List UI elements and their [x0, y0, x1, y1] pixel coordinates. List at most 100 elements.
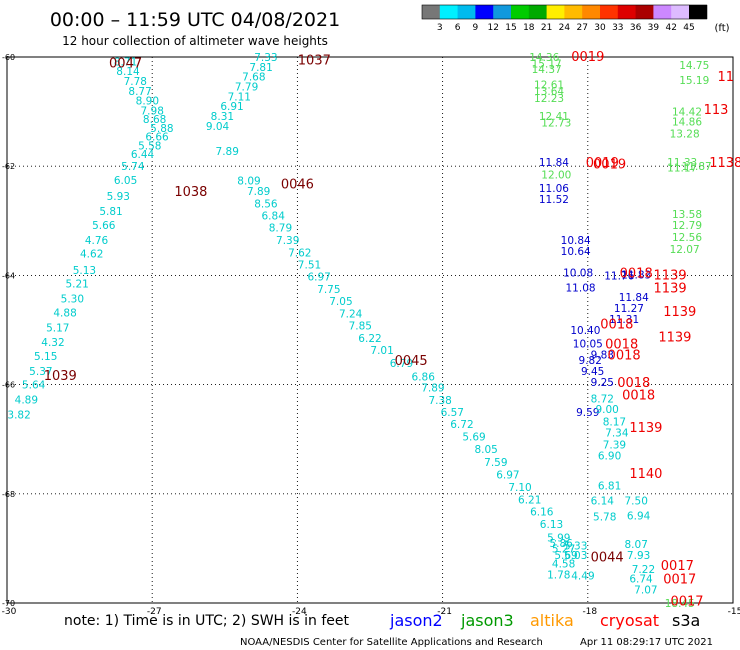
- wave-height-value: 11.08: [566, 282, 596, 294]
- pass-time-label: 0018: [617, 376, 650, 391]
- wave-height-value: 15.19: [679, 75, 709, 87]
- wave-height-value: 6.66: [145, 132, 169, 144]
- wave-height-value: 6.72: [450, 419, 473, 431]
- pass-time-label: 0018: [605, 338, 638, 353]
- wave-height-value: 8.14: [116, 66, 140, 78]
- wave-height-value: 10.84: [561, 235, 591, 247]
- pass-time-label: 1139: [658, 331, 691, 346]
- wave-height-value: 5.13: [73, 265, 96, 277]
- wave-height-value: 5.30: [61, 293, 84, 305]
- wave-height-value: 5.21: [65, 279, 88, 291]
- pass-time-label: 0018: [608, 349, 641, 364]
- wave-height-value: 12.56: [672, 232, 702, 244]
- wave-height-value: 8.17: [603, 417, 626, 429]
- color-scale-label: 45: [683, 23, 694, 33]
- legend-cryosat: cryosat: [600, 611, 659, 630]
- wave-height-value: 6.44: [131, 149, 155, 161]
- wave-height-value: 6.13: [540, 519, 563, 531]
- wave-height-value: 6.90: [598, 451, 621, 463]
- wave-height-value: 7.33: [254, 52, 277, 64]
- wave-height-value: 7.68: [242, 72, 265, 84]
- color-scale-label: 12: [487, 23, 498, 33]
- x-tick-label: -18: [582, 607, 597, 617]
- pass-time-label: 0044: [591, 551, 624, 566]
- color-scale-label: 39: [648, 23, 660, 33]
- wave-height-value: 11.06: [539, 183, 569, 195]
- wave-height-value: 7.59: [484, 457, 507, 469]
- satellite-legend: jason2 jason3 altika cryosat s3a: [389, 611, 700, 630]
- wave-height-value: 6.16: [530, 506, 554, 518]
- wave-height-value: 5.88: [150, 123, 173, 135]
- wave-height-value: 12.61: [534, 79, 564, 91]
- color-scale-legend: 3 6 9 12 15 18 21 24 27 30 33 36 39 42 45: [421, 4, 708, 33]
- wave-height-value: 9.25: [591, 377, 614, 389]
- wave-height-value: 12.23: [534, 93, 564, 105]
- wave-height-value: 7.05: [329, 296, 352, 308]
- wave-height-value: 7.24: [339, 309, 363, 321]
- wave-height-value: 13.28: [670, 128, 700, 140]
- color-scale-label: 6: [455, 23, 461, 33]
- wave-height-value: 13.64: [534, 86, 564, 98]
- wave-height-value: 7.11: [228, 91, 251, 103]
- wave-height-value: 15.17: [532, 59, 562, 71]
- wave-height-value: 6.81: [598, 481, 621, 493]
- wave-height-value: 4.49: [571, 571, 594, 583]
- pass-time-label: 1139: [654, 281, 687, 296]
- pass-time-label: 0047: [109, 56, 142, 71]
- color-scale-swatch: [475, 5, 494, 19]
- color-scale-label: 21: [541, 23, 552, 33]
- wave-height-value: 5.86: [549, 538, 573, 550]
- pass-time-label: 11: [717, 70, 734, 85]
- wave-height-value: 6.79: [390, 358, 413, 370]
- color-scale-label: 36: [630, 23, 642, 33]
- wave-height-value: 8.90: [136, 96, 159, 108]
- wave-height-value: 7.39: [603, 440, 626, 452]
- wave-height-value: 11.27: [614, 303, 644, 315]
- wave-height-value: 8.77: [128, 86, 151, 98]
- grid-lines: [7, 57, 733, 603]
- pass-time-label: 113: [704, 103, 729, 118]
- wave-height-value: 10.40: [570, 325, 600, 337]
- wave-height-value: 11.33: [667, 157, 697, 169]
- track-s3a: 7.337.817.687.797.116.918.319.047.898.09…: [206, 52, 578, 582]
- pass-time-label: 1139: [654, 268, 687, 283]
- x-tick-label: -30: [2, 607, 17, 617]
- wave-height-value: 6.74: [629, 573, 653, 585]
- wave-height-value: 8.71: [114, 56, 137, 68]
- wave-height-value: 7.81: [249, 62, 272, 74]
- x-tick-label: -27: [147, 607, 162, 617]
- wave-height-value: 6.14: [591, 495, 615, 507]
- wave-height-value: 6.22: [358, 333, 381, 345]
- y-tick-label: -66: [2, 381, 15, 390]
- color-scale-swatch: [582, 5, 601, 19]
- pass-time-label: 1038: [174, 185, 207, 200]
- pass-time-label: 0018: [622, 388, 655, 403]
- wave-height-value: 5.69: [462, 431, 485, 443]
- pass-time-label: 0017: [670, 594, 703, 609]
- wave-height-value: 12.00: [541, 169, 571, 181]
- wave-height-value: 13.58: [672, 209, 702, 221]
- wave-height-value: 9.83: [591, 350, 614, 362]
- wave-height-value: 11.31: [609, 314, 639, 326]
- wave-height-value: 7.62: [288, 247, 311, 259]
- wave-height-value: 7.89: [247, 186, 270, 198]
- wave-height-value: 5.27: [552, 543, 575, 555]
- color-scale-swatch: [493, 5, 512, 19]
- y-tick-label: -64: [2, 271, 15, 280]
- pass-time-label: 0017: [663, 572, 696, 587]
- wave-height-value: 8.72: [591, 393, 614, 405]
- color-scale-swatch: [600, 5, 619, 19]
- color-scale-label: 9: [473, 23, 479, 33]
- x-tick-labels: -30 -27 -24 -21 -18 -15: [2, 607, 740, 617]
- wave-height-value: 5.37: [29, 366, 52, 378]
- wave-height-value: 7.07: [634, 584, 657, 596]
- footer-note: note: 1) Time is in UTC; 2) SWH is in fe…: [64, 613, 350, 629]
- pass-time-label: 0019: [593, 157, 626, 172]
- color-scale-unit: (ft): [714, 23, 729, 34]
- pass-time-label: 1139: [629, 421, 662, 436]
- x-tick-label: -21: [437, 607, 452, 617]
- track-cryosat: 0019001900190018001800180018001800181139…: [571, 50, 740, 609]
- wave-height-value: 14.42: [672, 107, 702, 119]
- wave-height-value: 7.89: [421, 382, 444, 394]
- wave-height-value: 6.05: [114, 175, 137, 187]
